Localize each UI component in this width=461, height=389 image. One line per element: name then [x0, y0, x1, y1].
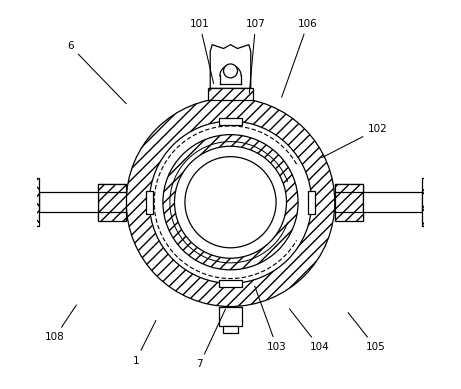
Bar: [422, 178, 449, 226]
Bar: [219, 117, 242, 124]
Bar: [223, 326, 238, 333]
Bar: [363, 192, 422, 212]
Bar: [208, 88, 253, 100]
Text: 101: 101: [190, 19, 213, 84]
Bar: [98, 184, 126, 220]
Text: 7: 7: [196, 309, 225, 370]
Text: 103: 103: [254, 286, 287, 352]
Bar: [219, 307, 242, 326]
Bar: [219, 280, 242, 287]
Circle shape: [175, 146, 286, 258]
Bar: [335, 212, 363, 221]
Bar: [308, 191, 315, 214]
Circle shape: [185, 157, 276, 248]
Bar: [12, 178, 39, 226]
Bar: [335, 184, 363, 192]
Text: 104: 104: [290, 309, 329, 352]
Text: 108: 108: [45, 305, 77, 342]
Bar: [335, 184, 363, 220]
Bar: [39, 192, 98, 212]
Text: 6: 6: [67, 41, 126, 104]
Text: 106: 106: [282, 19, 318, 97]
Bar: [98, 212, 126, 221]
Bar: [146, 191, 153, 214]
Text: 105: 105: [348, 312, 385, 352]
Circle shape: [149, 121, 312, 283]
Text: 1: 1: [133, 321, 156, 366]
Circle shape: [163, 135, 298, 270]
Circle shape: [126, 98, 335, 307]
Text: 102: 102: [322, 124, 388, 158]
Bar: [98, 184, 126, 192]
Polygon shape: [210, 45, 251, 88]
Text: 107: 107: [246, 19, 266, 93]
Circle shape: [224, 64, 237, 78]
